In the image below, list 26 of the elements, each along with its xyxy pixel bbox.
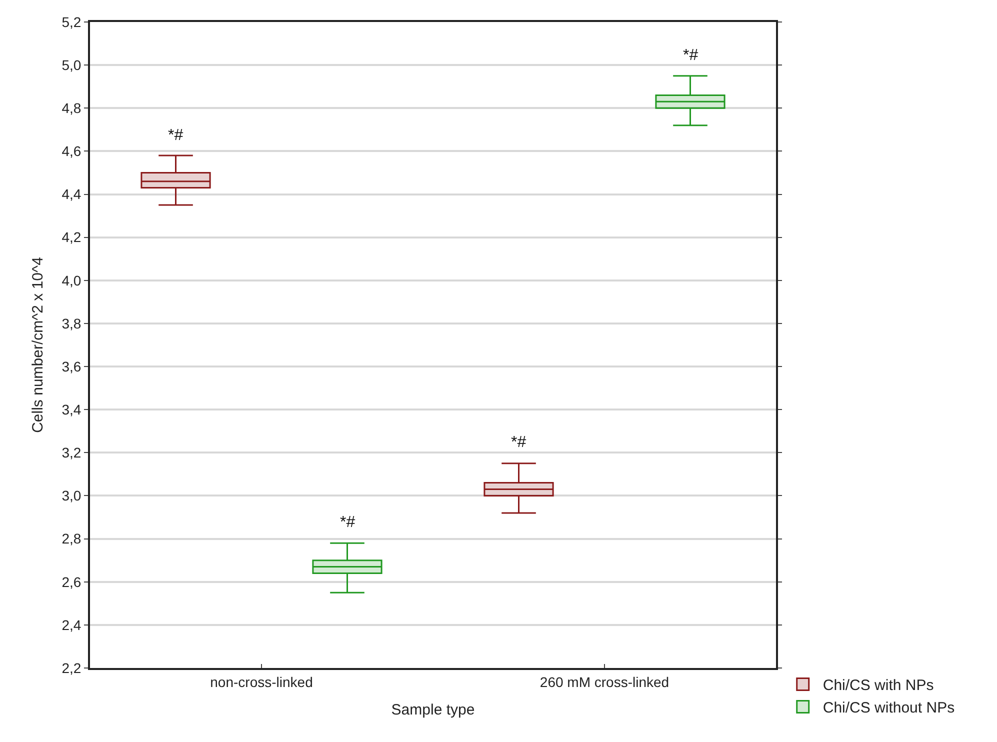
y-tick-label: 3,2 (62, 444, 82, 461)
y-tick-label: 3,0 (62, 488, 82, 504)
y-tick-label: 2,2 (62, 660, 82, 676)
x-axis-title: Sample type (391, 701, 475, 718)
y-tick-label: 2,4 (62, 616, 82, 633)
y-tick-label: 4,6 (62, 143, 82, 160)
y-tick-label: 3,6 (62, 358, 82, 374)
legend-label: Chi/CS without NPs (822, 700, 955, 717)
y-tick-label: 3,8 (62, 315, 82, 332)
y-tick-label: 5,2 (62, 14, 82, 30)
x-tick-label: 260 mM cross-linked (540, 674, 670, 690)
annotation: *# (511, 434, 526, 451)
y-tick-label: 3,4 (62, 402, 82, 418)
y-tick-label: 5,0 (62, 56, 82, 73)
y-tick-label: 2,6 (62, 574, 82, 590)
y-axis-title: Cells number/cm^2 x 10^4 (29, 257, 46, 433)
y-tick-label: 4,0 (62, 272, 82, 288)
y-tick-label: 4,8 (62, 100, 82, 116)
legend-label: Chi/CS with NPs (822, 677, 934, 694)
x-tick-label: non-cross-linked (210, 674, 313, 690)
annotation: *# (168, 127, 184, 144)
y-tick-label: 4,4 (62, 186, 82, 202)
annotation: *# (683, 47, 698, 64)
y-tick-label: 2,8 (62, 530, 82, 547)
y-tick-label: 4,2 (62, 229, 82, 246)
annotation: *# (340, 514, 356, 531)
